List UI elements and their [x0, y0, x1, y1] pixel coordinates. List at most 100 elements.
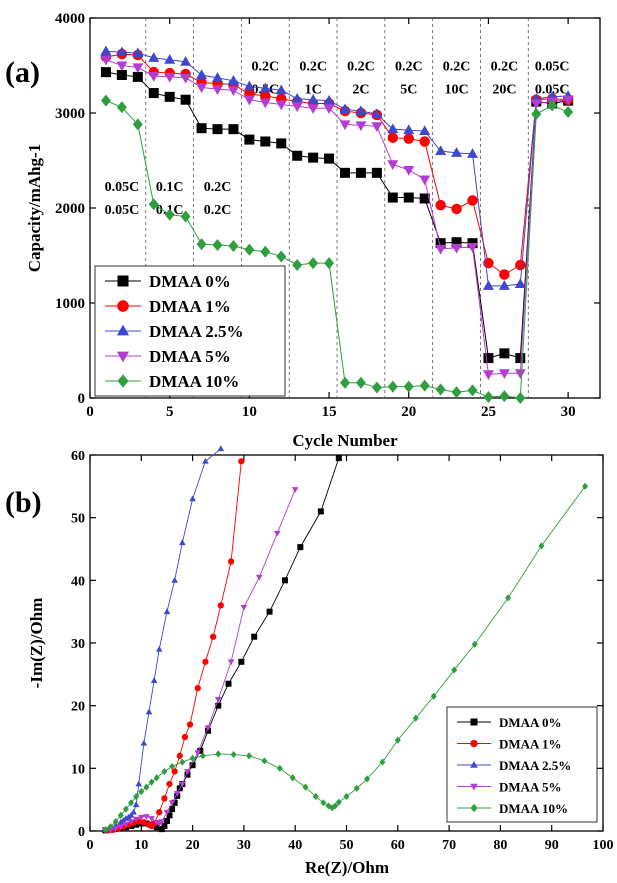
chart-a-point-dmaa-2-5 [371, 108, 383, 118]
chart-a-point-dmaa-10 [292, 259, 303, 271]
chart-b-point-dmaa-5 [163, 809, 171, 816]
chart-b-point-dmaa-10 [122, 805, 129, 813]
chart-b-point-dmaa-2-5 [132, 801, 140, 808]
chart-b-point-dmaa-0 [238, 658, 245, 665]
chart-a-point-dmaa-0 [308, 152, 319, 163]
chart-a-point-dmaa-2-5 [387, 123, 399, 134]
chart-b-series-dmaa-2-5 [102, 445, 225, 833]
chart-a-legend-marker-dmaa-10 [117, 374, 129, 388]
chart-a-x-tick-label: 15 [322, 404, 337, 420]
chart-b-point-dmaa-10 [230, 750, 237, 759]
chart-a-rate-label-bottom: 0.2C [204, 203, 232, 218]
chart-a-point-dmaa-0 [355, 167, 366, 178]
chart-b-point-dmaa-0 [161, 822, 168, 829]
chart-a-point-dmaa-5 [339, 120, 351, 131]
chart-a-legend-marker-dmaa-5 [116, 351, 130, 363]
chart-b-y-tick-label: 0 [78, 825, 85, 840]
chart-a-point-dmaa-2-5 [323, 94, 335, 105]
chart-b-point-dmaa-1 [194, 684, 201, 692]
chart-a-point-dmaa-0 [132, 71, 143, 82]
chart-b-point-dmaa-5 [204, 725, 212, 732]
chart-a-point-dmaa-0 [228, 124, 239, 135]
chart-b-point-dmaa-2-5 [189, 495, 196, 502]
chart-a-legend-marker-dmaa-2-5 [116, 324, 130, 336]
chart-a-point-dmaa-2-5 [227, 74, 239, 85]
chart-b-point-dmaa-10 [343, 792, 350, 801]
chart-b-x-tick-label: 10 [134, 838, 148, 853]
chart-a-x-axis-label: Cycle Number [292, 431, 398, 450]
chart-b-point-dmaa-10 [364, 775, 371, 783]
chart-a-point-dmaa-10 [499, 390, 510, 403]
chart-b-y-axis-label: -Im(Z)/Ohm [27, 598, 46, 689]
chart-a-point-dmaa-2-5 [307, 93, 319, 104]
chart-b-point-dmaa-1 [176, 752, 183, 759]
chart-a-point-dmaa-0 [483, 353, 494, 364]
chart-a-point-dmaa-5 [467, 242, 478, 253]
chart-b-point-dmaa-1 [171, 768, 178, 775]
chart-a-series-dmaa-10 [100, 94, 574, 404]
chart-a-point-dmaa-10 [371, 381, 382, 394]
chart-b-point-dmaa-10 [128, 799, 135, 807]
chart-b-point-dmaa-1 [238, 458, 245, 465]
chart-a-rate-label-top: 0.2C [299, 59, 327, 74]
chart-b-point-dmaa-5 [240, 604, 248, 611]
chart-b-point-dmaa-5 [132, 816, 140, 823]
chart-a-point-dmaa-2-5 [259, 82, 271, 93]
chart-b-point-dmaa-0 [297, 544, 304, 551]
chart-a-point-dmaa-5 [227, 86, 239, 96]
chart-a-point-dmaa-2-5 [116, 46, 128, 57]
chart-a-rate-label-top: 0.1C [156, 180, 184, 195]
chart-b-panel-label: (b) [5, 486, 42, 519]
chart-a-point-dmaa-2-5 [498, 280, 510, 290]
chart-a-point-dmaa-2-5 [164, 54, 176, 64]
chart-a-point-dmaa-10 [340, 376, 350, 389]
chart-a-rate-label-bottom: 20C [492, 82, 516, 97]
chart-a-point-dmaa-0 [387, 192, 398, 203]
chart-a-point-dmaa-2-5 [291, 93, 303, 103]
chart-a-y-tick-label: 4000 [55, 11, 85, 27]
chart-b-x-tick-label: 0 [87, 838, 94, 853]
chart-b-point-dmaa-1 [227, 558, 235, 565]
chart-b-point-dmaa-2-5 [145, 708, 153, 715]
chart-a-point-dmaa-10 [451, 386, 462, 399]
chart-b-point-dmaa-10 [153, 774, 160, 782]
chart-b-point-dmaa-2-5 [179, 539, 186, 546]
chart-b-point-dmaa-0 [215, 702, 222, 709]
chart-a-point-dmaa-10 [228, 240, 239, 252]
chart-b-point-dmaa-10 [133, 792, 140, 801]
chart-b-point-dmaa-2-5 [130, 808, 137, 815]
chart-a-point-dmaa-2-5 [100, 45, 112, 56]
chart-b-point-dmaa-5 [273, 530, 281, 537]
chart-a-x-tick-label: 0 [86, 404, 94, 420]
chart-b-point-dmaa-1 [140, 819, 148, 826]
chart-b-point-dmaa-10 [302, 783, 309, 791]
chart-a-point-dmaa-10 [148, 198, 159, 211]
chart-b-legend-box [446, 706, 598, 823]
chart-a-point-dmaa-5 [275, 100, 287, 111]
chart-b-series-line-dmaa-0 [105, 457, 340, 831]
chart-b-y-tick-label: 40 [71, 574, 85, 589]
chart-b-legend-label-dmaa-10: DMAA 10% [499, 801, 568, 816]
chart-a-point-dmaa-5 [355, 121, 367, 132]
chart-b-legend-label-dmaa-2-5: DMAA 2.5% [499, 758, 571, 773]
chart-a-point-dmaa-0 [100, 67, 111, 78]
chart-a-rate-label-bottom: 0.05C [105, 203, 140, 218]
chart-b-point-dmaa-1 [161, 795, 168, 802]
chart-b-point-dmaa-0 [281, 577, 288, 584]
chart-a-point-dmaa-2-5 [243, 80, 255, 91]
chart-a-point-dmaa-2-5 [467, 148, 478, 158]
chart-a-point-dmaa-10 [403, 380, 414, 393]
chart-b-point-dmaa-10 [215, 750, 222, 758]
chart-b-point-dmaa-5 [168, 800, 176, 807]
chart-a-point-dmaa-5 [514, 369, 526, 380]
chart-a-point-dmaa-5 [562, 95, 574, 106]
chart-a-point-dmaa-1 [260, 90, 271, 102]
chart-a-y-tick-label: 2000 [55, 201, 85, 217]
chart-a-point-dmaa-0 [116, 70, 127, 80]
chart-a-point-dmaa-10 [244, 243, 255, 256]
chart-b-point-dmaa-10 [276, 764, 283, 772]
chart-a-y-tick-label: 3000 [55, 106, 85, 122]
chart-b-point-dmaa-2-5 [150, 677, 158, 683]
chart-b-series-line-dmaa-5 [105, 489, 296, 831]
chart-b-x-tick-label: 100 [593, 838, 614, 853]
